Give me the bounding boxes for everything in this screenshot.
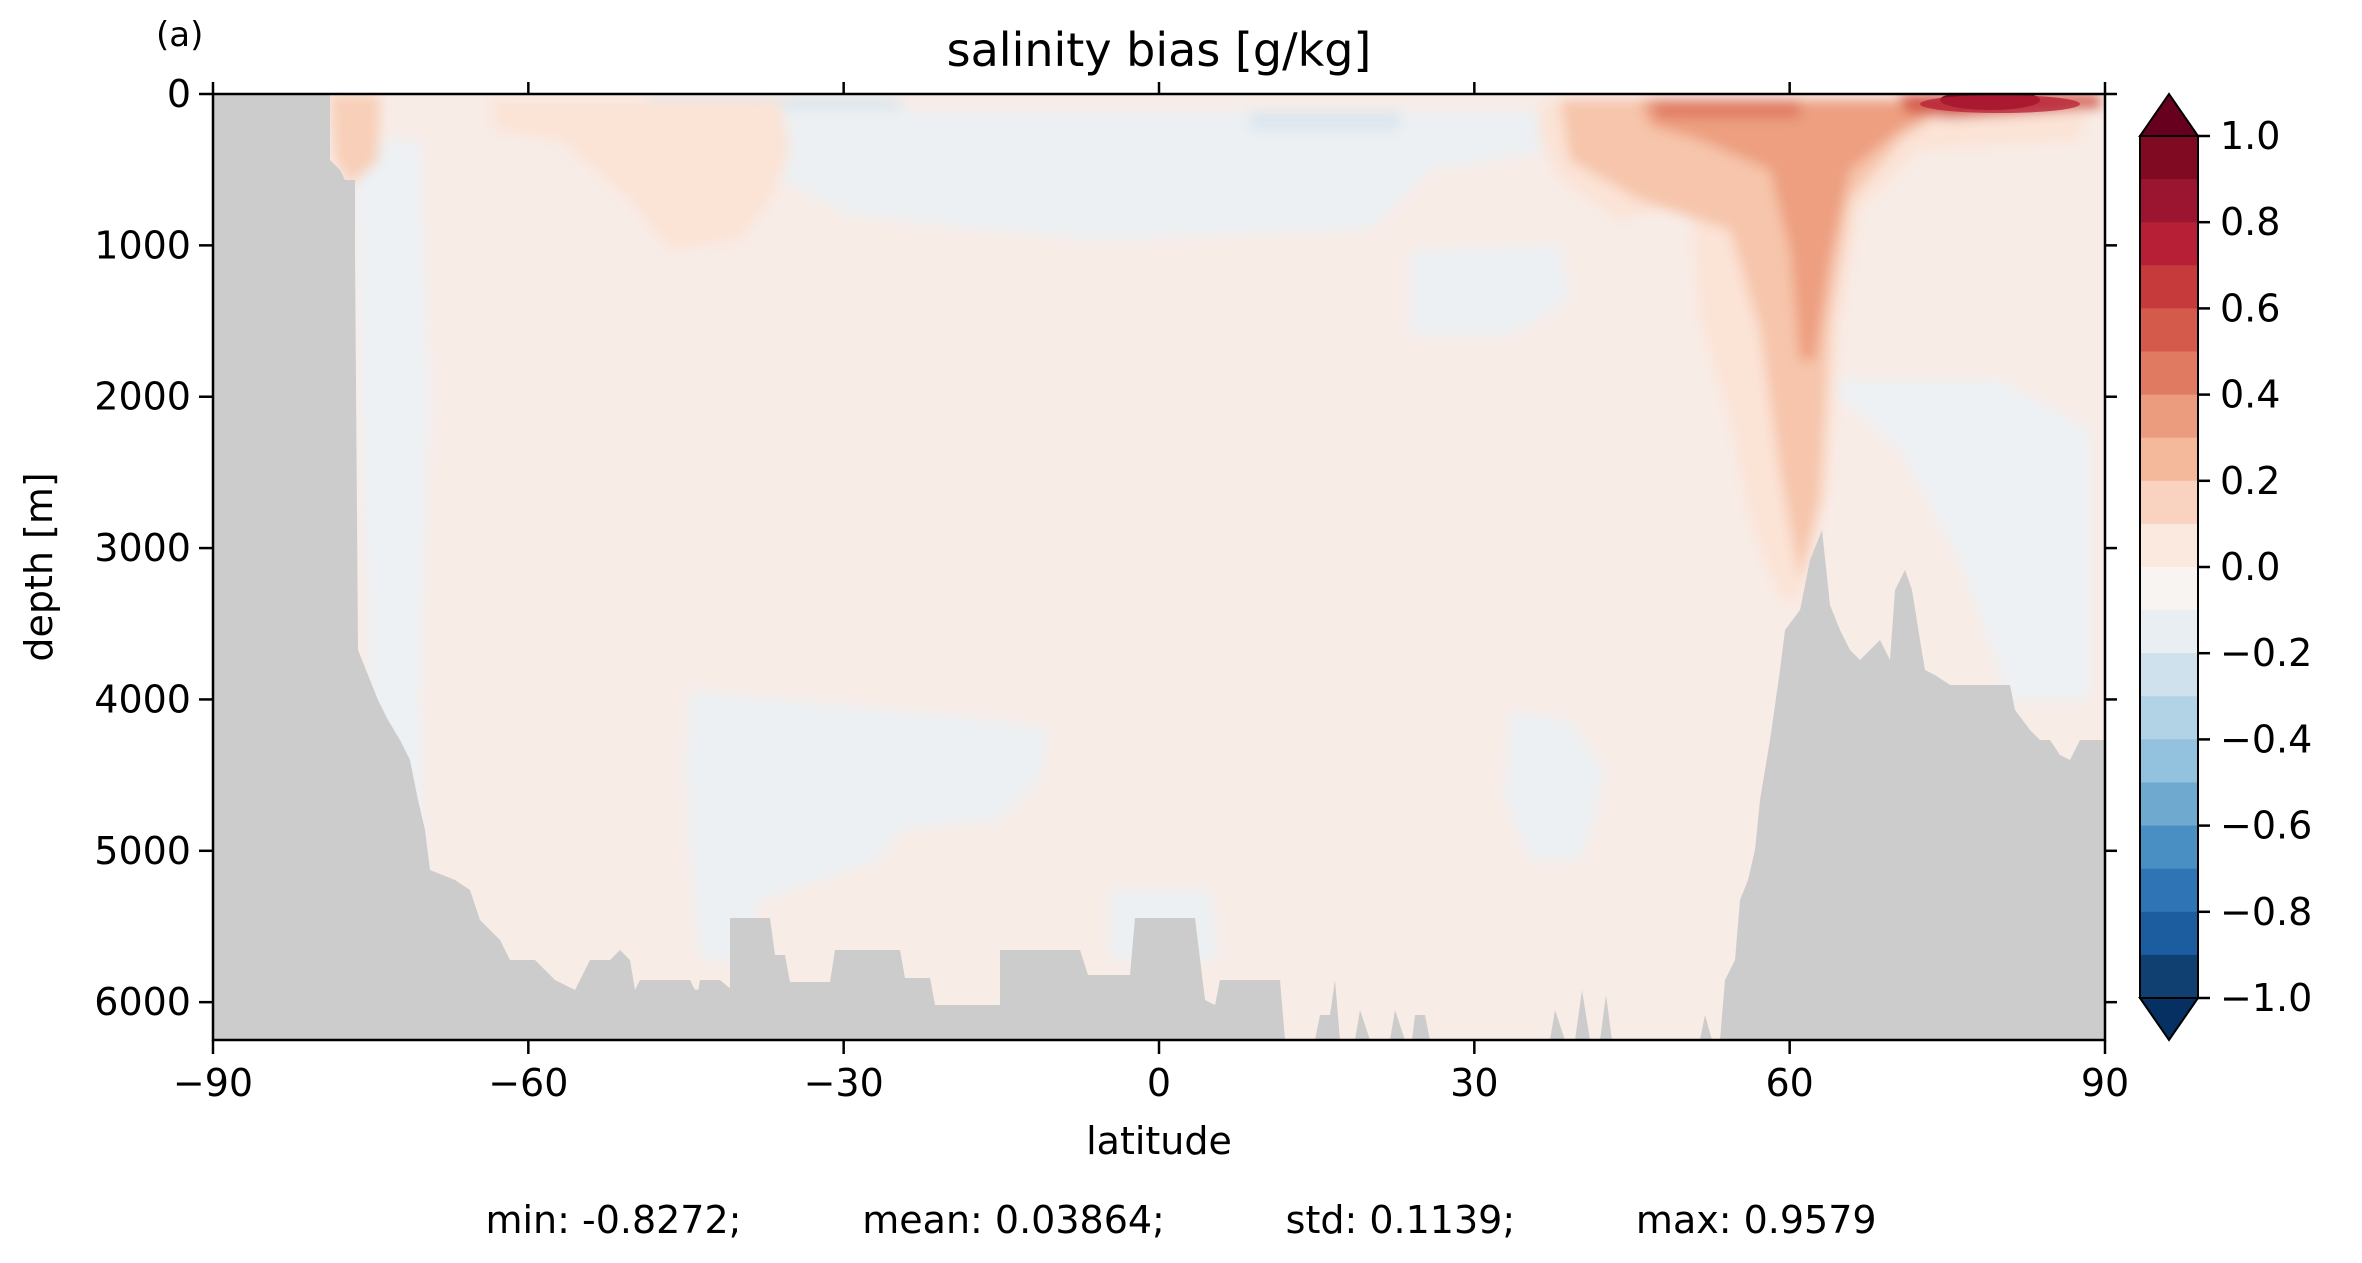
panel-label: (a)	[156, 15, 203, 55]
colorbar-tick-label: 0.6	[2220, 286, 2280, 330]
land-mask-antarctica	[213, 94, 700, 1040]
y-tick-label: 1000	[94, 223, 191, 267]
colorbar-tick-label: 0.4	[2220, 373, 2280, 417]
colorbar-tick-label: −0.2	[2220, 631, 2312, 675]
positive-bias-north-atlantic-mid	[1560, 100, 1960, 580]
negative-bias-tropics-mid	[1410, 245, 1570, 335]
colorbar-extend-high	[2138, 92, 2200, 137]
colorbar-tick-label: 0.0	[2220, 545, 2280, 589]
x-tick-label: −90	[173, 1061, 253, 1105]
colorbar-level	[2140, 265, 2198, 309]
colorbar-level	[2140, 523, 2198, 568]
colorbar-tick-label: −0.6	[2220, 804, 2312, 848]
colorbar-level	[2140, 394, 2198, 439]
colorbar-level	[2140, 179, 2198, 223]
colorbar-level	[2140, 480, 2198, 525]
colorbar-level	[2140, 567, 2198, 611]
x-tick-label: 60	[1765, 1061, 1813, 1105]
x-axis-label: latitude	[1086, 1119, 1232, 1163]
colorbar: 1.0 0.8 0.6 0.4 0.2 0.0 −0.2 −0.4 −0.6 −0.8 −1.0	[2138, 92, 2312, 1042]
y-tick-label: 3000	[94, 526, 191, 570]
colorbar-tick-label: 0.2	[2220, 459, 2280, 503]
colorbar-level	[2140, 868, 2198, 913]
colorbar-level	[2140, 782, 2198, 827]
colorbar-tick-label: −0.8	[2220, 890, 2312, 934]
plot-area	[213, 94, 2105, 1040]
colorbar-level	[2140, 610, 2198, 654]
y-tick-label: 4000	[94, 677, 191, 721]
land-mask-arctic	[1720, 530, 2105, 1040]
positive-bias-subtropical-south	[490, 100, 790, 250]
stat-max: max: 0.9579	[1635, 1198, 1877, 1242]
x-tick-label: −30	[804, 1061, 884, 1105]
colorbar-level	[2140, 653, 2198, 697]
land-mask-seafloor-north-pacific	[1315, 980, 1712, 1040]
colorbar-level	[2140, 825, 2198, 870]
chart-title: salinity bias [g/kg]	[947, 23, 1372, 77]
colorbar-level	[2140, 351, 2198, 396]
x-tick-label: −60	[488, 1061, 568, 1105]
y-tick-label: 6000	[94, 980, 191, 1024]
colorbar-level	[2140, 954, 2198, 999]
negative-bias-regions	[355, 98, 2090, 1000]
colorbar-level	[2140, 739, 2198, 784]
stat-mean: mean: 0.03864;	[862, 1198, 1165, 1242]
stat-std: std: 0.1139;	[1285, 1198, 1516, 1242]
colorbar-tick-label: −0.4	[2220, 717, 2312, 761]
x-tick-label: 90	[2081, 1061, 2129, 1105]
y-axis-label: depth [m]	[17, 472, 61, 661]
colorbar-level	[2140, 696, 2198, 740]
x-tick-label: 30	[1450, 1061, 1498, 1105]
statistics-line: min: -0.8272; mean: 0.03864; std: 0.1139…	[0, 1198, 2362, 1246]
positive-bias-north-atlantic-core	[1640, 100, 1960, 360]
colorbar-level	[2140, 222, 2198, 266]
y-axis: 0 1000 2000 3000 4000 5000 6000	[94, 72, 2117, 1024]
stat-min: min: -0.8272;	[485, 1198, 742, 1242]
colorbar-tick-label: −1.0	[2220, 976, 2312, 1020]
colorbar-level	[2140, 136, 2198, 180]
negative-bias-surface-band	[650, 98, 1400, 130]
positive-bias-antarctic-shelf	[330, 95, 380, 185]
x-tick-label: 0	[1147, 1061, 1171, 1105]
colorbar-level	[2140, 911, 2198, 956]
land-mask-seafloor-mid-ocean	[640, 918, 1285, 1040]
colorbar-level	[2140, 308, 2198, 353]
positive-bias-nordic-surface	[1650, 100, 1800, 118]
y-tick-label: 5000	[94, 829, 191, 873]
y-tick-label: 2000	[94, 375, 191, 419]
colorbar-tick-label: 1.0	[2220, 114, 2280, 158]
x-axis: −90 −60 −30 0 30 60 90	[173, 82, 2129, 1105]
negative-bias-arctic-deep	[1820, 380, 2090, 700]
colorbar-tick-label: 0.8	[2220, 200, 2280, 244]
negative-bias-upper-equatorial	[760, 110, 1560, 240]
y-tick-label: 0	[167, 72, 191, 116]
positive-bias-arctic-strong	[1920, 95, 2080, 113]
negative-bias-deep-south	[685, 690, 1050, 960]
negative-bias-deep-north	[1505, 710, 1605, 860]
colorbar-extend-low	[2138, 997, 2200, 1042]
colorbar-level	[2140, 437, 2198, 482]
